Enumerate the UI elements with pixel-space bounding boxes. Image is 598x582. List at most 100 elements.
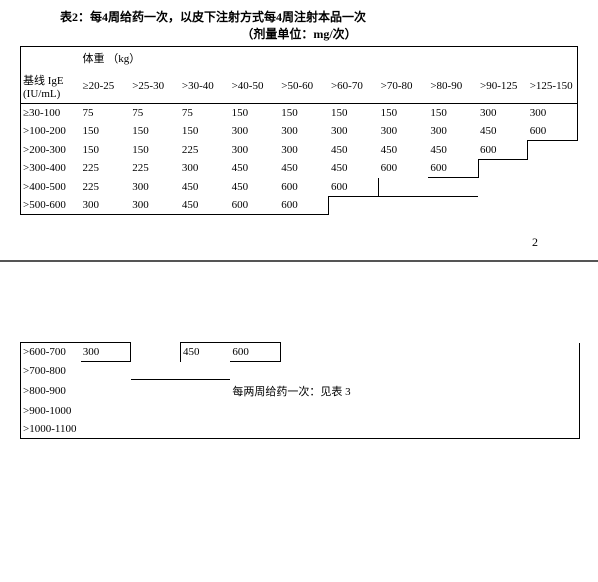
col-3: >40-50 [230, 69, 280, 104]
empty [180, 420, 230, 439]
empty [330, 343, 380, 362]
col-8: >90-125 [478, 69, 528, 104]
row-label: ≥30-100 [21, 104, 81, 123]
row-label: >600-700 [21, 343, 81, 362]
empty [529, 362, 579, 380]
cell: 600 [478, 141, 528, 160]
page-2: >600-700 300 450 600 >700-800 [0, 262, 598, 449]
table-row: >400-500 225 300 450 450 600 600 [21, 178, 578, 197]
empty [379, 178, 429, 197]
cell: 75 [130, 104, 180, 123]
empty [131, 343, 181, 362]
cell: 75 [81, 104, 131, 123]
empty [480, 420, 530, 439]
empty [380, 402, 430, 420]
empty [480, 343, 530, 362]
empty [428, 196, 478, 215]
col-5: >60-70 [329, 69, 379, 104]
col-4: >50-60 [279, 69, 329, 104]
page-number: 2 [20, 215, 578, 250]
cell: 225 [180, 141, 230, 160]
empty [528, 141, 578, 160]
table-row: >700-800 [21, 362, 580, 380]
blank-corner [21, 47, 81, 70]
empty [329, 196, 379, 215]
cell: 450 [230, 178, 280, 197]
table-row: >300-400 225 225 300 450 450 450 600 600 [21, 159, 578, 178]
empty [430, 402, 480, 420]
cell: 150 [130, 122, 180, 141]
cell: 300 [230, 141, 280, 160]
weight-header: 体重 （kg） [81, 47, 578, 70]
cell: 300 [478, 104, 528, 123]
empty [230, 402, 280, 420]
cell: 150 [329, 104, 379, 123]
cell: 450 [180, 196, 230, 215]
cell: 600 [528, 122, 578, 141]
empty [280, 343, 330, 362]
table-row: >500-600 300 300 450 600 600 [21, 196, 578, 215]
empty [280, 420, 330, 439]
empty [180, 402, 230, 420]
cell: 300 [180, 159, 230, 178]
row-label: >800-900 [21, 380, 81, 402]
empty [330, 402, 380, 420]
baseline-line2: (IU/mL) [23, 88, 60, 100]
cell: 300 [528, 104, 578, 123]
empty [480, 402, 530, 420]
empty [131, 402, 181, 420]
empty [428, 178, 478, 197]
cell: 150 [180, 122, 230, 141]
cell: 600 [230, 343, 280, 362]
empty [528, 178, 578, 197]
empty [380, 343, 430, 362]
empty [529, 343, 579, 362]
row-label: >100-200 [21, 122, 81, 141]
cell: 450 [428, 141, 478, 160]
empty [478, 196, 528, 215]
cell: 450 [329, 159, 379, 178]
empty [380, 420, 430, 439]
empty [131, 420, 181, 439]
cell: 450 [180, 178, 230, 197]
empty [379, 196, 429, 215]
col-2: >30-40 [180, 69, 230, 104]
cell: 75 [180, 104, 230, 123]
cell: 300 [81, 343, 131, 362]
table-title: 表2：每4周给药一次，以皮下注射方式每4周注射本品一次 [20, 8, 578, 25]
empty [529, 420, 579, 439]
table-row: >600-700 300 450 600 [21, 343, 580, 362]
row-label: >300-400 [21, 159, 81, 178]
cell: 450 [379, 141, 429, 160]
biweekly-note: 每两周给药一次：见表 3 [230, 380, 529, 402]
cell: 300 [379, 122, 429, 141]
page-1: 表2：每4周给药一次，以皮下注射方式每4周注射本品一次 （剂量单位：mg/次） … [0, 0, 598, 260]
dosage-table-2: >600-700 300 450 600 >700-800 [20, 342, 580, 439]
cell: 450 [230, 159, 280, 178]
empty [478, 178, 528, 197]
empty [330, 420, 380, 439]
empty [131, 362, 181, 380]
col-9: >125-150 [528, 69, 578, 104]
cell: 600 [279, 178, 329, 197]
cell: 150 [81, 122, 131, 141]
empty [480, 362, 530, 380]
col-7: >80-90 [428, 69, 478, 104]
weight-header-row: 体重 （kg） [21, 47, 578, 70]
cell: 600 [279, 196, 329, 215]
empty [330, 362, 380, 380]
cell: 450 [180, 343, 230, 362]
cell: 300 [428, 122, 478, 141]
empty [430, 343, 480, 362]
baseline-line1: 基线 IgE [23, 75, 64, 87]
row-label: >700-800 [21, 362, 81, 380]
empty [430, 362, 480, 380]
cell: 150 [428, 104, 478, 123]
empty [430, 420, 480, 439]
cell: 300 [230, 122, 280, 141]
empty [528, 196, 578, 215]
table-row: ≥30-100 75 75 75 150 150 150 150 150 300… [21, 104, 578, 123]
cell: 450 [478, 122, 528, 141]
row-label: >400-500 [21, 178, 81, 197]
baseline-ige-header: 基线 IgE (IU/mL) [21, 69, 81, 104]
